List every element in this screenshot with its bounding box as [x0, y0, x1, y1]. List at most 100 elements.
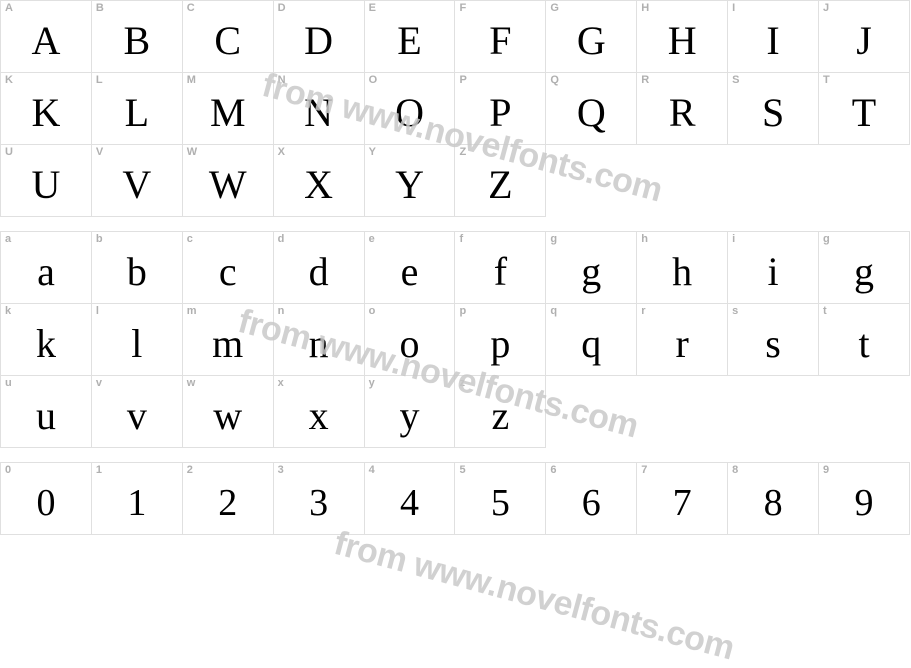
- glyph: 9: [855, 484, 874, 522]
- glyph: V: [122, 165, 151, 205]
- glyph-row: 00112233445566778899: [1, 463, 910, 535]
- glyph: S: [762, 93, 784, 133]
- glyph-cell: [637, 145, 728, 217]
- glyph: t: [858, 324, 869, 364]
- key-label: 4: [369, 465, 375, 476]
- key-label: X: [278, 147, 285, 158]
- glyph: n: [309, 324, 329, 364]
- glyph-cell: 55: [455, 463, 546, 535]
- glyph: x: [309, 396, 329, 436]
- glyph: K: [32, 93, 61, 133]
- glyph-cell: JJ: [819, 1, 910, 73]
- glyph: i: [768, 252, 779, 292]
- glyph: h: [672, 252, 692, 292]
- glyph-cell: 33: [273, 463, 364, 535]
- glyph: R: [669, 93, 696, 133]
- glyph-cell: [819, 376, 910, 448]
- key-label: S: [732, 75, 739, 86]
- glyph-cell: ee: [364, 232, 455, 304]
- key-label: V: [96, 147, 103, 158]
- glyph: e: [401, 252, 419, 292]
- glyph: Z: [488, 165, 512, 205]
- section-gap: [0, 448, 911, 462]
- glyph-cell: LL: [91, 73, 182, 145]
- glyph: U: [32, 165, 61, 205]
- key-label: R: [641, 75, 649, 86]
- glyph: k: [36, 324, 56, 364]
- glyph-cell: FF: [455, 1, 546, 73]
- glyph: s: [765, 324, 781, 364]
- glyph: v: [127, 396, 147, 436]
- section-gap: [0, 217, 911, 231]
- glyph: m: [212, 324, 243, 364]
- glyph-cell: 66: [546, 463, 637, 535]
- glyph: F: [489, 21, 511, 61]
- glyph-cell: 22: [182, 463, 273, 535]
- glyph: B: [123, 21, 150, 61]
- glyph: z: [492, 396, 510, 436]
- glyph-cell: YY: [364, 145, 455, 217]
- glyph: T: [852, 93, 876, 133]
- glyph-cell: XX: [273, 145, 364, 217]
- key-label: n: [278, 306, 285, 317]
- glyph-cell: kk: [1, 304, 92, 376]
- glyph-cell: EE: [364, 1, 455, 73]
- glyph: 8: [764, 484, 783, 522]
- key-label: s: [732, 306, 738, 317]
- glyph-cell: [637, 376, 728, 448]
- key-label: K: [5, 75, 13, 86]
- glyph: l: [131, 324, 142, 364]
- key-label: W: [187, 147, 197, 158]
- glyph: G: [577, 21, 606, 61]
- glyph: L: [125, 93, 149, 133]
- glyph-cell: [728, 376, 819, 448]
- key-label: Z: [459, 147, 466, 158]
- key-label: b: [96, 234, 103, 245]
- glyph: N: [304, 93, 333, 133]
- glyph-cell: qq: [546, 304, 637, 376]
- key-label: I: [732, 3, 735, 14]
- glyph-row: UUVVWWXXYYZZ: [1, 145, 910, 217]
- glyph: I: [766, 21, 779, 61]
- key-label: G: [550, 3, 559, 14]
- key-label: E: [369, 3, 376, 14]
- glyph-cell: DD: [273, 1, 364, 73]
- key-label: 9: [823, 465, 829, 476]
- glyph: C: [214, 21, 241, 61]
- glyph-cell: zz: [455, 376, 546, 448]
- glyph: O: [395, 93, 424, 133]
- glyph-cell: WW: [182, 145, 273, 217]
- glyph-row: KKLLMMNNOOPPQQRRSSTT: [1, 73, 910, 145]
- key-label: L: [96, 75, 103, 86]
- key-label: r: [641, 306, 645, 317]
- glyph: 6: [582, 484, 601, 522]
- glyph: X: [304, 165, 333, 205]
- key-label: z: [459, 378, 465, 389]
- glyph-cell: 88: [728, 463, 819, 535]
- glyph-cell: ZZ: [455, 145, 546, 217]
- key-label: O: [369, 75, 378, 86]
- glyph: r: [676, 324, 689, 364]
- glyph-cell: NN: [273, 73, 364, 145]
- glyph: J: [856, 21, 872, 61]
- glyph-cell: 11: [91, 463, 182, 535]
- glyph-cell: oo: [364, 304, 455, 376]
- glyph: D: [304, 21, 333, 61]
- glyph-cell: mm: [182, 304, 273, 376]
- key-label: l: [96, 306, 99, 317]
- glyph: g: [854, 252, 874, 292]
- glyph: W: [209, 165, 247, 205]
- glyph-cell: dd: [273, 232, 364, 304]
- glyph-cell: bb: [91, 232, 182, 304]
- glyph-cell: OO: [364, 73, 455, 145]
- glyph-cell: ww: [182, 376, 273, 448]
- glyph: f: [494, 252, 507, 292]
- key-label: v: [96, 378, 102, 389]
- glyph: w: [213, 396, 242, 436]
- key-label: M: [187, 75, 196, 86]
- glyph-cell: rr: [637, 304, 728, 376]
- glyph-cell: [819, 145, 910, 217]
- glyph-cell: vv: [91, 376, 182, 448]
- key-label: H: [641, 3, 649, 14]
- glyph-cell: gg: [546, 232, 637, 304]
